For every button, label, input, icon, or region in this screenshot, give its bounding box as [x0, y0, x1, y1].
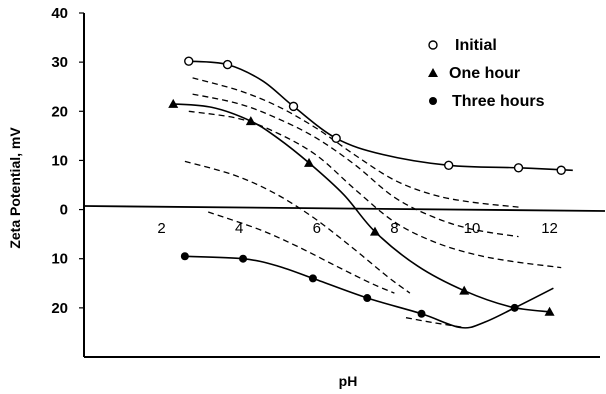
y-tick-label: 10 [51, 152, 68, 169]
data-point-three-hours-6 [510, 303, 519, 312]
data-point-one-hour-4 [369, 226, 380, 236]
data-point-initial-4 [331, 133, 341, 144]
dashed-curve-4 [184, 160, 411, 294]
legend-label-initial: Initial [455, 37, 497, 54]
series-markers [168, 56, 566, 318]
x-tick-label: 10 [464, 220, 481, 237]
y-tick-label: 10 [51, 251, 68, 268]
legend-marker-one-hour [428, 68, 438, 77]
legend-label-three-hours: Three hours [452, 93, 545, 110]
data-point-one-hour-6 [544, 306, 555, 316]
data-point-three-hours-2 [239, 254, 248, 263]
series-line-one-hour [173, 103, 550, 313]
x-tick-label: 8 [390, 220, 398, 237]
x-axis-title: pH [339, 373, 358, 389]
legend: Initial One hour Three hours [428, 37, 545, 110]
legend-label-one-hour: One hour [449, 65, 520, 82]
dashed-curves [184, 77, 562, 329]
y-tick-label: 0 [60, 202, 68, 219]
y-tick-label: 20 [51, 300, 68, 317]
dashed-curve-3 [188, 110, 562, 269]
dashed-curve-5 [207, 211, 395, 294]
data-point-three-hours-1 [180, 252, 189, 261]
dashed-curve-1 [192, 77, 519, 208]
y-tick-label: 40 [51, 5, 68, 22]
data-point-one-hour-2 [245, 116, 256, 126]
data-point-one-hour-1 [168, 98, 179, 108]
data-point-initial-7 [556, 165, 566, 175]
dashed-curve-2 [192, 93, 519, 238]
legend-marker-three-hours [429, 97, 437, 105]
axes [83, 13, 606, 358]
series-line-three-hours [184, 255, 554, 329]
data-point-initial-2 [222, 59, 233, 70]
data-point-initial-6 [513, 163, 524, 173]
y-tick-label: 30 [51, 54, 68, 71]
x-tick-label: 2 [157, 220, 165, 237]
y-tick-labels: 40 30 20 10 0 10 20 [51, 5, 84, 317]
data-point-initial-1 [184, 56, 194, 66]
y-axis-title: Zeta Potential, mV [7, 127, 23, 249]
data-point-initial-3 [288, 101, 299, 112]
x-tick-label: 6 [313, 220, 321, 237]
data-point-one-hour-3 [304, 157, 315, 167]
y-tick-label: 20 [51, 103, 68, 120]
data-point-three-hours-5 [417, 309, 426, 318]
zero-line [83, 205, 606, 212]
legend-marker-initial [428, 40, 438, 50]
x-tick-labels: 2 4 6 8 10 12 [157, 220, 557, 237]
x-tick-label: 12 [541, 220, 558, 237]
data-point-three-hours-3 [308, 274, 317, 283]
data-point-three-hours-4 [363, 294, 372, 303]
x-tick-label: 4 [235, 220, 243, 237]
data-point-initial-5 [443, 160, 454, 171]
data-point-one-hour-5 [459, 285, 470, 295]
